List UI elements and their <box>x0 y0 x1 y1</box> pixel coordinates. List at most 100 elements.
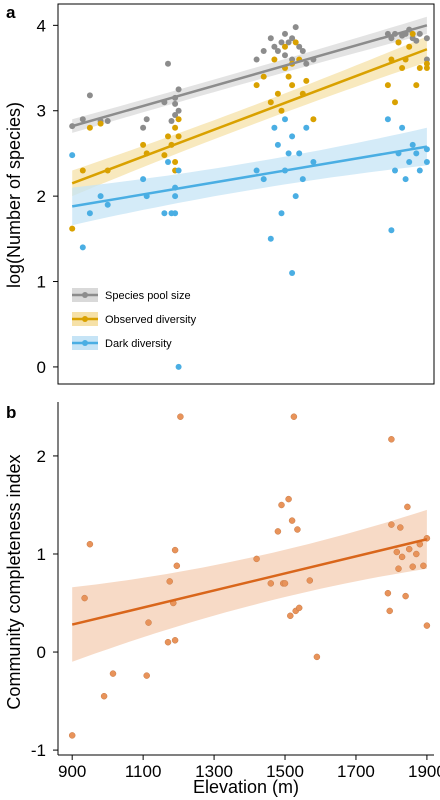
point-observed <box>289 82 296 89</box>
point-dark <box>104 201 111 208</box>
point-dark <box>416 167 423 174</box>
fit-line-species-pool <box>71 24 428 128</box>
point-species-pool <box>168 118 175 124</box>
point-species-pool <box>172 100 179 107</box>
point-dark <box>406 159 413 165</box>
panel-a-y-tick-label: 4 <box>37 16 46 35</box>
point-dark <box>175 363 182 370</box>
point-observed <box>282 43 288 50</box>
point-completeness <box>413 550 420 558</box>
point-completeness <box>420 562 427 570</box>
point-species-pool <box>175 107 182 114</box>
point-completeness <box>388 436 395 443</box>
legend-marker-dark <box>82 340 88 346</box>
point-completeness <box>281 580 289 587</box>
point-observed <box>395 39 402 46</box>
point-observed <box>274 90 281 97</box>
point-completeness <box>166 578 173 585</box>
point-observed <box>413 82 420 89</box>
panel-a-frame <box>57 3 435 385</box>
point-observed <box>260 73 267 80</box>
point-observed <box>384 82 391 89</box>
point-dark <box>289 270 296 276</box>
point-observed <box>292 39 299 46</box>
point-observed <box>310 116 317 123</box>
point-completeness <box>253 555 260 563</box>
point-species-pool <box>296 43 303 50</box>
point-species-pool <box>413 37 420 44</box>
point-species-pool <box>79 116 86 123</box>
point-completeness <box>81 594 88 602</box>
point-completeness <box>384 589 392 597</box>
point-species-pool <box>299 48 306 54</box>
point-species-pool <box>165 60 171 67</box>
point-completeness <box>423 622 431 629</box>
x-tick-label: 1300 <box>195 762 233 781</box>
point-observed <box>423 60 430 67</box>
panel-b-label: b <box>6 403 16 422</box>
point-completeness <box>109 670 117 677</box>
point-species-pool <box>253 56 260 63</box>
point-observed <box>406 43 413 50</box>
panel-a-y-tick-label: 3 <box>37 102 46 121</box>
point-dark <box>86 210 93 217</box>
point-observed <box>253 82 260 89</box>
point-species-pool <box>104 118 111 124</box>
point-dark <box>161 210 168 217</box>
x-tick-label: 1700 <box>337 762 375 781</box>
point-dark <box>97 193 104 200</box>
x-axis-label: Elevation (m) <box>193 777 299 797</box>
panel-a-y-tick-label: 2 <box>37 187 46 206</box>
fit-line-observed <box>71 48 428 185</box>
x-tick-label: 1500 <box>266 762 304 781</box>
point-completeness <box>143 672 150 679</box>
point-observed <box>285 73 292 80</box>
panel-b: b Community completeness index Elevation… <box>4 402 440 797</box>
point-completeness <box>145 619 152 626</box>
point-dark <box>260 176 267 183</box>
point-completeness <box>177 413 184 420</box>
point-completeness <box>409 563 416 570</box>
fit-line-completeness <box>71 538 428 626</box>
point-dark <box>172 193 179 200</box>
point-completeness <box>404 503 411 511</box>
legend-marker-species-pool <box>82 292 88 298</box>
point-dark <box>285 150 292 157</box>
point-dark <box>413 150 420 157</box>
point-dark <box>296 150 303 157</box>
point-species-pool <box>140 124 147 131</box>
point-observed <box>271 56 278 63</box>
point-species-pool <box>274 48 281 54</box>
point-completeness <box>313 653 321 661</box>
point-dark <box>172 210 179 217</box>
point-observed <box>165 133 171 140</box>
point-observed <box>416 65 423 71</box>
point-observed <box>97 120 104 127</box>
legend-label-species-pool: Species pool size <box>105 290 191 302</box>
point-dark <box>165 159 171 165</box>
point-observed <box>172 159 179 165</box>
point-species-pool <box>289 35 296 42</box>
point-completeness <box>395 565 402 572</box>
panel-a-label: a <box>6 3 16 22</box>
point-species-pool <box>143 116 150 123</box>
point-dark <box>299 176 306 183</box>
point-observed <box>267 99 274 106</box>
point-completeness <box>386 607 393 615</box>
fit-line-dark <box>71 145 428 208</box>
point-observed <box>175 116 182 123</box>
point-species-pool <box>423 35 430 42</box>
point-dark <box>278 210 285 217</box>
point-dark <box>140 176 147 183</box>
legend-marker-observed <box>82 316 88 322</box>
point-completeness <box>173 562 181 570</box>
point-dark <box>271 124 278 131</box>
point-observed <box>69 225 76 232</box>
point-dark <box>409 141 416 148</box>
x-tick-label: 900 <box>58 762 86 781</box>
point-dark <box>274 141 281 148</box>
point-dark <box>289 133 296 140</box>
point-dark <box>292 193 299 200</box>
point-observed <box>161 152 168 159</box>
